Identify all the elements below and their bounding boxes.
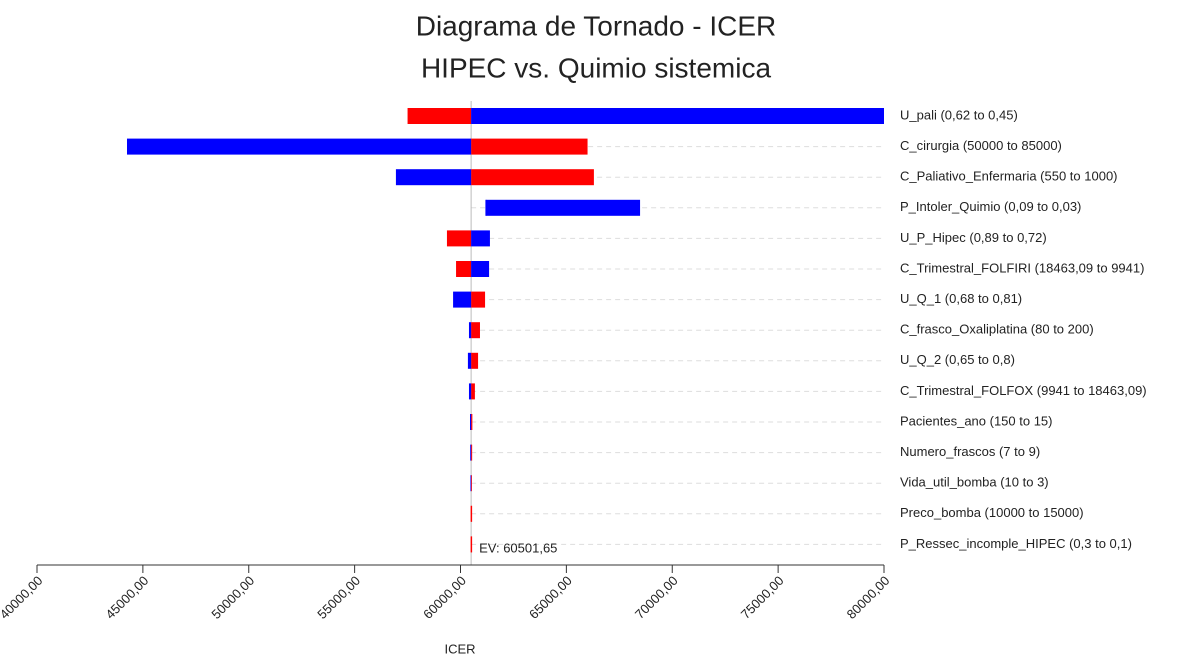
x-tick-label: 40000,00 <box>0 573 46 622</box>
category-label: Preco_bomba (10000 to 15000) <box>900 505 1084 520</box>
bar <box>485 199 641 216</box>
category-label: U_Q_1 (0,68 to 0,81) <box>900 291 1022 306</box>
bar <box>470 475 472 492</box>
category-label: P_Ressec_incomple_HIPEC (0,3 to 0,1) <box>900 536 1132 551</box>
x-tick-label: 75000,00 <box>738 573 787 622</box>
bar <box>407 108 472 124</box>
category-label: U_P_Hipec (0,89 to 0,72) <box>900 230 1047 245</box>
bar <box>471 108 884 124</box>
category-label: C_Trimestral_FOLFOX (9941 to 18463,09) <box>900 383 1147 398</box>
category-label: Vida_util_bomba (10 to 3) <box>900 475 1049 490</box>
x-tick-label: 55000,00 <box>314 573 363 622</box>
bar <box>471 383 475 400</box>
bar <box>471 138 588 155</box>
bar <box>456 261 472 277</box>
ev-label: EV: 60501,65 <box>479 540 557 555</box>
bar <box>471 352 479 369</box>
bar <box>468 383 472 400</box>
bar <box>470 536 472 553</box>
bar <box>471 444 473 461</box>
x-tick-label: 60000,00 <box>420 573 469 622</box>
bar <box>471 414 473 430</box>
bar <box>395 169 472 186</box>
category-label: Numero_frascos (7 to 9) <box>900 444 1040 459</box>
bar <box>485 199 487 216</box>
category-label: P_Intoler_Quimio (0,09 to 0,03) <box>900 199 1081 214</box>
bar <box>470 414 472 430</box>
x-tick-label: 50000,00 <box>208 573 257 622</box>
category-label: U_Q_2 (0,65 to 0,8) <box>900 352 1015 367</box>
bar <box>471 230 490 247</box>
bar <box>471 169 594 186</box>
bar <box>467 352 472 369</box>
bar <box>446 230 472 247</box>
bar <box>468 322 472 339</box>
x-tick-label: 45000,00 <box>102 573 151 622</box>
bar <box>453 291 472 308</box>
category-label: C_cirurgia (50000 to 85000) <box>900 138 1062 153</box>
chart-subtitle: HIPEC vs. Quimio sistemica <box>421 52 771 83</box>
chart-title: Diagrama de Tornado - ICER <box>416 10 777 41</box>
bar <box>470 505 472 522</box>
bar <box>470 444 472 461</box>
category-label: Pacientes_ano (150 to 15) <box>900 413 1053 428</box>
x-tick-label: 70000,00 <box>632 573 681 622</box>
x-axis-label: ICER <box>444 641 475 656</box>
category-label: C_Paliativo_Enfermaria (550 to 1000) <box>900 169 1118 184</box>
bar <box>471 322 480 339</box>
category-label: C_frasco_Oxaliplatina (80 to 200) <box>900 322 1094 337</box>
x-tick-label: 80000,00 <box>844 573 893 622</box>
category-label: U_pali (0,62 to 0,45) <box>900 107 1018 122</box>
bar <box>471 261 490 277</box>
x-tick-label: 65000,00 <box>526 573 575 622</box>
bar <box>126 138 472 155</box>
category-label: C_Trimestral_FOLFIRI (18463,09 to 9941) <box>900 260 1144 275</box>
bar <box>471 291 486 308</box>
bar <box>471 475 472 492</box>
